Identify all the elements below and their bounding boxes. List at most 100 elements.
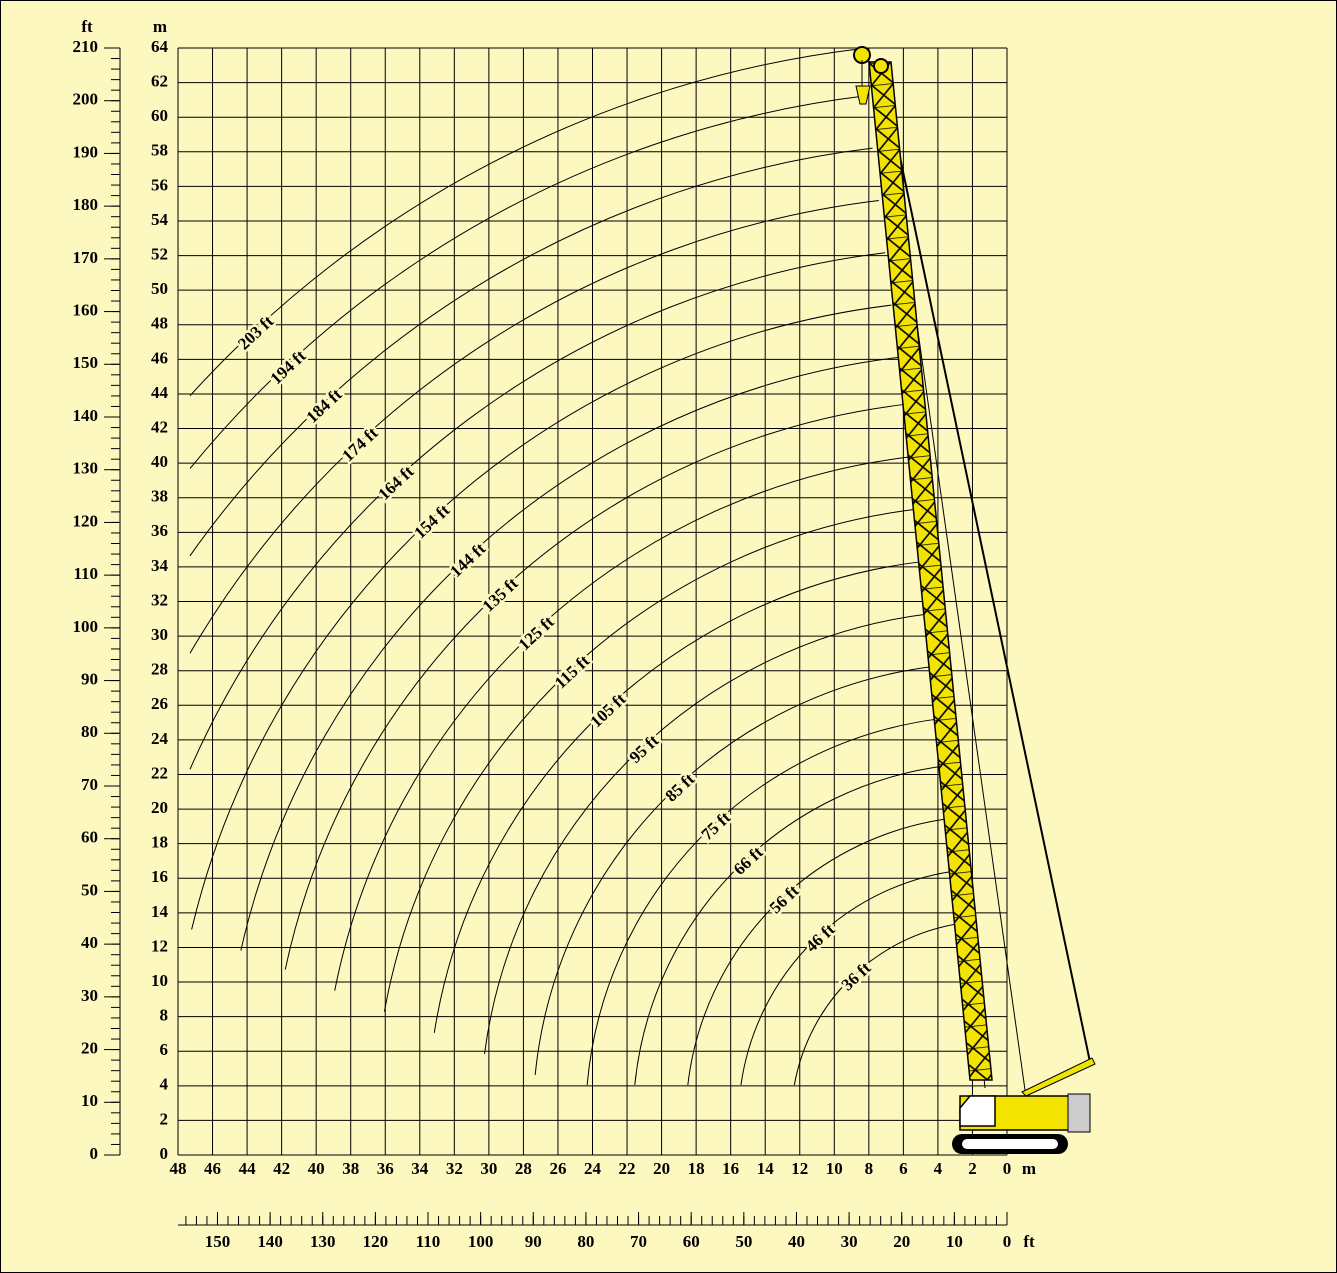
y-tick-label: 56	[151, 175, 168, 194]
x-tick-label: 12	[791, 1159, 808, 1178]
x-tick-label: 16	[722, 1159, 739, 1178]
y-ft-tick-label: 170	[73, 248, 99, 267]
x-tick-label: 10	[826, 1159, 843, 1178]
y-tick-label: 40	[151, 452, 168, 471]
y-ft-tick-label: 120	[73, 511, 99, 530]
x-tick-label: 30	[480, 1159, 497, 1178]
x-ft-tick-label: 0	[1003, 1232, 1012, 1251]
y-tick-label: 0	[160, 1144, 169, 1163]
x-tick-label: 40	[308, 1159, 325, 1178]
x-ft-tick-label: 30	[841, 1232, 858, 1251]
x-ft-tick-label: 110	[416, 1232, 441, 1251]
y-tick-label: 18	[151, 833, 168, 852]
x-tick-label: 8	[865, 1159, 874, 1178]
y-tick-label: 64	[151, 37, 169, 56]
y-ft-tick-label: 20	[81, 1038, 98, 1057]
x-tick-label: 34	[411, 1159, 429, 1178]
hook-block	[855, 85, 871, 105]
y-m-unit: m	[153, 17, 167, 36]
boom-curve	[189, 252, 886, 770]
y-ft-tick-label: 50	[81, 880, 98, 899]
y-ft-tick-label: 90	[81, 669, 98, 688]
x-ft-tick-label: 150	[205, 1232, 231, 1251]
boom-curve	[189, 95, 867, 469]
x-ft-tick-label: 130	[310, 1232, 336, 1251]
mast	[1021, 1057, 1096, 1097]
y-tick-label: 20	[151, 798, 168, 817]
boom-curve	[189, 199, 879, 654]
y-tick-label: 4	[160, 1075, 169, 1094]
y-tick-label: 38	[151, 487, 168, 506]
boom-curve	[433, 561, 923, 1033]
x-tick-label: 22	[619, 1159, 636, 1178]
x-tick-label: 20	[653, 1159, 670, 1178]
x-tick-label: 46	[204, 1159, 221, 1178]
y-ft-tick-label: 190	[73, 142, 99, 161]
x-tick-label: 28	[515, 1159, 532, 1178]
y-ft-tick-label: 10	[81, 1091, 98, 1110]
y-tick-label: 2	[160, 1109, 169, 1128]
y-tick-label: 8	[160, 1006, 169, 1025]
y-tick-label: 54	[151, 210, 169, 229]
x-ft-tick-label: 50	[735, 1232, 752, 1251]
boom-curve	[383, 508, 917, 1012]
y-tick-label: 44	[151, 383, 169, 402]
x-m-unit: m	[1022, 1159, 1036, 1178]
x-tick-label: 48	[170, 1159, 187, 1178]
y-ft-tick-label: 80	[81, 722, 98, 741]
y-tick-label: 46	[151, 348, 168, 367]
x-tick-label: 32	[446, 1159, 463, 1178]
x-tick-label: 6	[899, 1159, 908, 1178]
boom-curve	[534, 665, 936, 1076]
x-ft-tick-label: 40	[788, 1232, 805, 1251]
y-ft-tick-label: 60	[81, 828, 98, 847]
x-tick-label: 4	[934, 1159, 943, 1178]
x-tick-label: 18	[688, 1159, 705, 1178]
boom-sheave	[873, 58, 889, 74]
y-ft-tick-label: 100	[73, 617, 99, 636]
boom-curve	[189, 48, 861, 397]
x-ft-tick-label: 120	[363, 1232, 389, 1251]
y-tick-label: 32	[151, 590, 168, 609]
y-tick-label: 48	[151, 314, 168, 333]
y-ft-tick-label: 0	[90, 1144, 99, 1163]
y-ft-tick-label: 210	[73, 37, 99, 56]
boom-curve	[586, 718, 942, 1086]
y-tick-label: 34	[151, 556, 169, 575]
x-ft-tick-label: 20	[893, 1232, 910, 1251]
y-tick-label: 58	[151, 141, 168, 160]
x-tick-label: 24	[584, 1159, 602, 1178]
x-ft-tick-label: 140	[257, 1232, 283, 1251]
y-tick-label: 10	[151, 971, 168, 990]
boom-curve	[284, 404, 904, 970]
y-tick-label: 6	[160, 1040, 169, 1059]
x-ft-tick-label: 70	[630, 1232, 647, 1251]
y-ft-tick-label: 140	[73, 406, 99, 425]
y-ft-tick-label: 160	[73, 300, 99, 319]
x-tick-label: 38	[342, 1159, 359, 1178]
x-tick-label: 26	[549, 1159, 566, 1178]
y-tick-label: 52	[151, 244, 168, 263]
x-tick-label: 2	[968, 1159, 977, 1178]
y-ft-tick-label: 30	[81, 986, 98, 1005]
y-ft-tick-label: 130	[73, 459, 99, 478]
boom-curve	[740, 869, 960, 1086]
y-ft-unit: ft	[81, 17, 93, 36]
x-tick-label: 42	[273, 1159, 290, 1178]
y-tick-label: 24	[151, 729, 169, 748]
cab	[959, 1095, 996, 1127]
y-tick-label: 26	[151, 694, 168, 713]
x-tick-label: 36	[377, 1159, 394, 1178]
x-ft-tick-label: 100	[468, 1232, 494, 1251]
x-ft-tick-label: 80	[577, 1232, 594, 1251]
y-tick-label: 16	[151, 867, 168, 886]
y-ft-tick-label: 110	[73, 564, 98, 583]
boom-curve	[634, 765, 948, 1086]
counterweight	[1067, 1093, 1091, 1133]
y-ft-tick-label: 200	[73, 90, 99, 109]
x-tick-label: 44	[239, 1159, 257, 1178]
boom-curve	[687, 817, 954, 1086]
y-tick-label: 50	[151, 279, 168, 298]
axes: ft m m ft 48 46 44 42 40 38 36 34 32 30 28 26 24 22 20…	[73, 17, 1037, 1251]
y-tick-label: 22	[151, 763, 168, 782]
